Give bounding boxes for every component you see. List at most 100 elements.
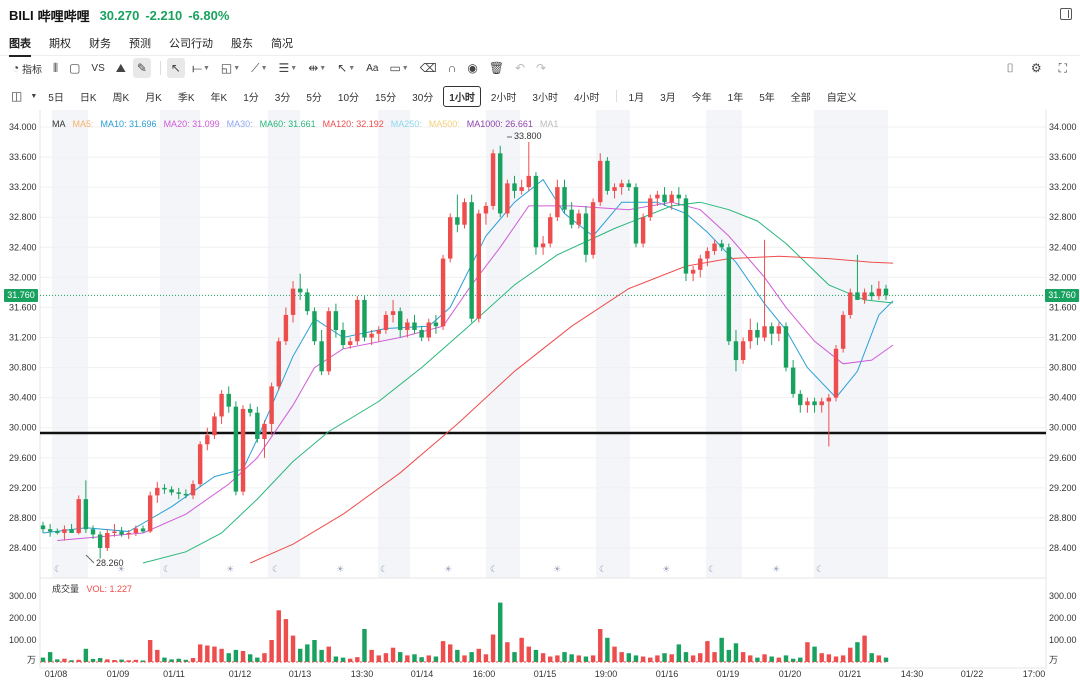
volume-bar <box>190 658 196 662</box>
period-button-5[interactable]: 年K <box>210 92 228 104</box>
vol-tick-label-right: 200.00 <box>1049 613 1077 623</box>
ma-legend-items: MA5: MA10: 31.696 MA20: 31.099 MA30: MA60: 3… <box>73 119 566 129</box>
shape-tool-button[interactable]: ◱ ▼ <box>217 58 244 78</box>
pattern-button[interactable]: ⛰ <box>112 58 130 78</box>
y-tick-label-right: 30.000 <box>1049 423 1077 433</box>
compare-button[interactable]: VS <box>87 58 108 78</box>
settings-button[interactable]: ⚙ <box>1027 58 1046 78</box>
vol-unit-left: 万 <box>27 655 36 665</box>
line-tool-button[interactable]: ⟝ ▼ <box>188 58 214 78</box>
candle-body <box>233 406 239 492</box>
period-button-10[interactable]: 15分 <box>375 92 397 104</box>
tab-profile[interactable]: 简况 <box>271 37 293 50</box>
layout-icon[interactable]: ◫ <box>11 89 23 103</box>
candle-body <box>397 311 403 330</box>
volume-bar <box>169 659 174 662</box>
panel-toggle-icon[interactable] <box>1060 8 1072 20</box>
candle-body <box>376 329 381 334</box>
volume-bar <box>83 648 89 662</box>
brush-button[interactable]: ✎ <box>132 58 151 78</box>
cursor-button[interactable]: ↖ <box>166 58 185 78</box>
volume-bar <box>662 653 667 662</box>
period-button-7[interactable]: 3分 <box>274 92 291 104</box>
screenshot-button[interactable]: ⌷ <box>1003 58 1018 78</box>
range-button-0[interactable]: 1月 <box>628 92 645 104</box>
y-tick-label-left: 33.600 <box>9 152 37 162</box>
period-button-2[interactable]: 周K <box>112 92 130 104</box>
period-button-15[interactable]: 4小时 <box>573 92 600 104</box>
candle-body <box>347 341 353 346</box>
period-button-14[interactable]: 3小时 <box>532 92 558 104</box>
range-button-5[interactable]: 全部 <box>790 92 811 104</box>
period-button-12[interactable]: 1小时 <box>443 85 481 107</box>
ma-legend-item: MA60: 31.661 <box>259 119 316 129</box>
volume-bar <box>147 640 153 662</box>
fib-tool-button[interactable]: ⟋ ▼ <box>247 58 271 78</box>
range-tool-button[interactable]: ⇹ ▼ <box>304 58 330 78</box>
range-button-4[interactable]: 5年 <box>759 92 775 104</box>
volume-bar <box>733 643 739 662</box>
fullscreen-button[interactable]: ⛶ <box>1055 58 1071 78</box>
tab-financials[interactable]: 财务 <box>89 37 111 50</box>
candle-body <box>197 444 203 485</box>
period-button-0[interactable]: 5日 <box>48 92 64 104</box>
session-band <box>814 110 888 578</box>
candle-body <box>776 326 782 334</box>
candle-body <box>126 532 131 535</box>
period-button-9[interactable]: 10分 <box>337 92 360 104</box>
fullscreen-icon: ⛶ <box>1058 60 1067 75</box>
text-icon: Aa <box>366 62 379 74</box>
undo-button[interactable]: ↶ <box>511 58 529 78</box>
indicator-button[interactable]: ◔ 指标 <box>12 61 43 76</box>
candlestick-chart[interactable]: 34.000 34.000 33.600 33.600 33.200 33.200 32.8… <box>0 110 1080 688</box>
volume-bar <box>483 654 489 662</box>
magnet-button[interactable]: ∩ <box>444 58 461 78</box>
company-name: 哔哩哔哩 <box>37 8 90 24</box>
candle-body <box>555 187 560 218</box>
arrow-tool-button[interactable]: ↖ ▼ <box>333 58 359 78</box>
chart-area[interactable]: 34.000 34.000 33.600 33.600 33.200 33.200 32.8… <box>0 110 1080 688</box>
chevron-down-icon[interactable]: ▼ <box>30 92 38 100</box>
volume-bar <box>269 640 274 662</box>
text-tool-button[interactable]: Aa <box>362 58 382 78</box>
candle-body <box>212 416 217 436</box>
candle-body <box>226 393 231 407</box>
period-button-8[interactable]: 5分 <box>306 92 322 104</box>
tab-chart[interactable]: 图表 <box>9 30 31 57</box>
redo-icon: ↷ <box>536 61 547 75</box>
candle-type-button[interactable]: ⫴ <box>49 58 62 78</box>
range-button-3[interactable]: 1年 <box>727 92 744 104</box>
volume-bar <box>255 657 260 662</box>
rectangle-button[interactable]: ▢ <box>65 58 84 78</box>
arrow-icon: ↖ <box>337 61 348 75</box>
tab-shareholders[interactable]: 股东 <box>231 37 253 50</box>
candle-body <box>405 322 410 330</box>
period-button-11[interactable]: 30分 <box>412 92 434 104</box>
redo-button[interactable]: ↷ <box>532 58 550 78</box>
candle-body <box>83 499 89 530</box>
tab-corporate-actions[interactable]: 公司行动 <box>169 37 213 50</box>
sun-icon: ☀ <box>772 565 780 575</box>
period-button-13[interactable]: 2小时 <box>490 92 517 104</box>
period-button-3[interactable]: 月K <box>145 92 162 104</box>
period-button-1[interactable]: 日K <box>79 92 97 104</box>
multi-line-tool-button[interactable]: ☰ ▼ <box>275 58 302 78</box>
tab-forecast[interactable]: 预测 <box>129 37 151 50</box>
volume-bar <box>355 657 360 662</box>
erase-button[interactable]: ⌫ <box>416 58 441 78</box>
range-button-2[interactable]: 今年 <box>691 92 712 104</box>
range-button-6[interactable]: 自定义 <box>826 92 857 104</box>
visibility-button[interactable]: ◉ <box>463 58 481 78</box>
tab-options[interactable]: 期权 <box>49 37 71 50</box>
comment-tool-button[interactable]: ▭ ▼ <box>385 58 412 78</box>
volume-bar <box>640 656 646 662</box>
y-tick-label-left: 29.200 <box>9 483 37 493</box>
range-button-1[interactable]: 3月 <box>660 92 676 104</box>
delete-drawings-button[interactable]: 🗑 <box>485 58 508 78</box>
volume-bar <box>433 656 439 662</box>
period-button-6[interactable]: 1分 <box>243 92 259 104</box>
x-tick-label: 01/08 <box>45 669 68 679</box>
volume-bar <box>90 658 96 662</box>
period-button-4[interactable]: 季K <box>177 92 195 104</box>
volume-bar <box>598 629 603 662</box>
